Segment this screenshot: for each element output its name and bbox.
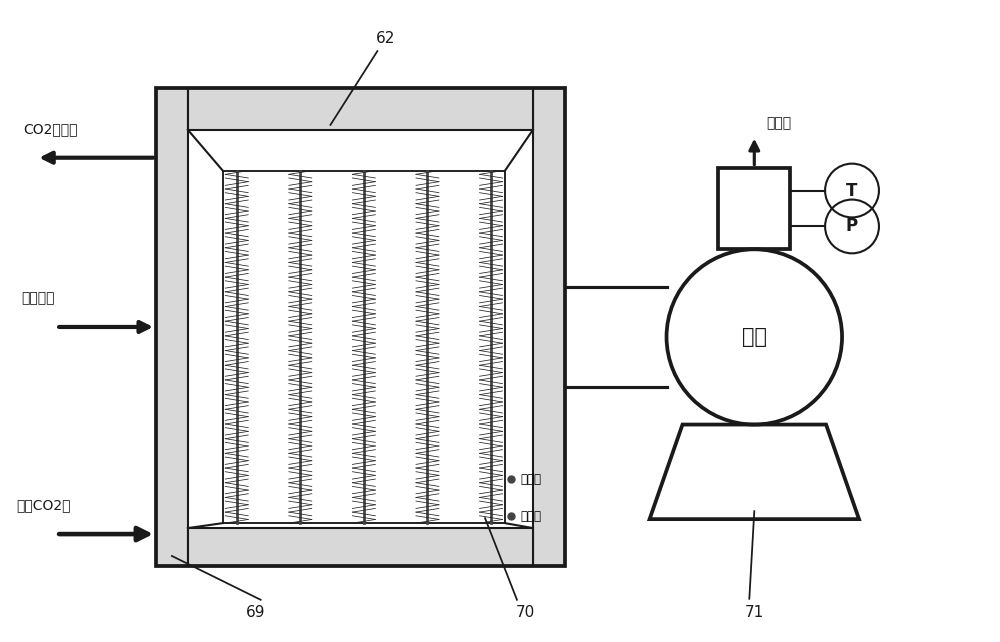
Text: 69: 69 (246, 605, 265, 620)
Text: 高液位: 高液位 (520, 473, 541, 486)
Bar (533, 88, 565, 566)
Text: 71: 71 (745, 605, 764, 620)
Text: 低液位: 低液位 (520, 510, 541, 523)
Bar (718, 168, 790, 249)
Text: CO2蒸汽出: CO2蒸汽出 (23, 122, 78, 136)
Text: 液态CO2进: 液态CO2进 (16, 498, 71, 512)
Text: 70: 70 (515, 605, 535, 620)
Bar (156, 88, 565, 566)
Bar (188, 528, 533, 566)
Text: 62: 62 (376, 31, 395, 46)
Text: T: T (846, 182, 858, 200)
Text: 风机: 风机 (742, 327, 767, 347)
Text: 新鲜风口: 新鲜风口 (21, 291, 55, 305)
Text: 冷风出: 冷风出 (766, 116, 791, 130)
Bar (188, 88, 533, 130)
Text: P: P (846, 218, 858, 236)
Bar (156, 88, 188, 566)
